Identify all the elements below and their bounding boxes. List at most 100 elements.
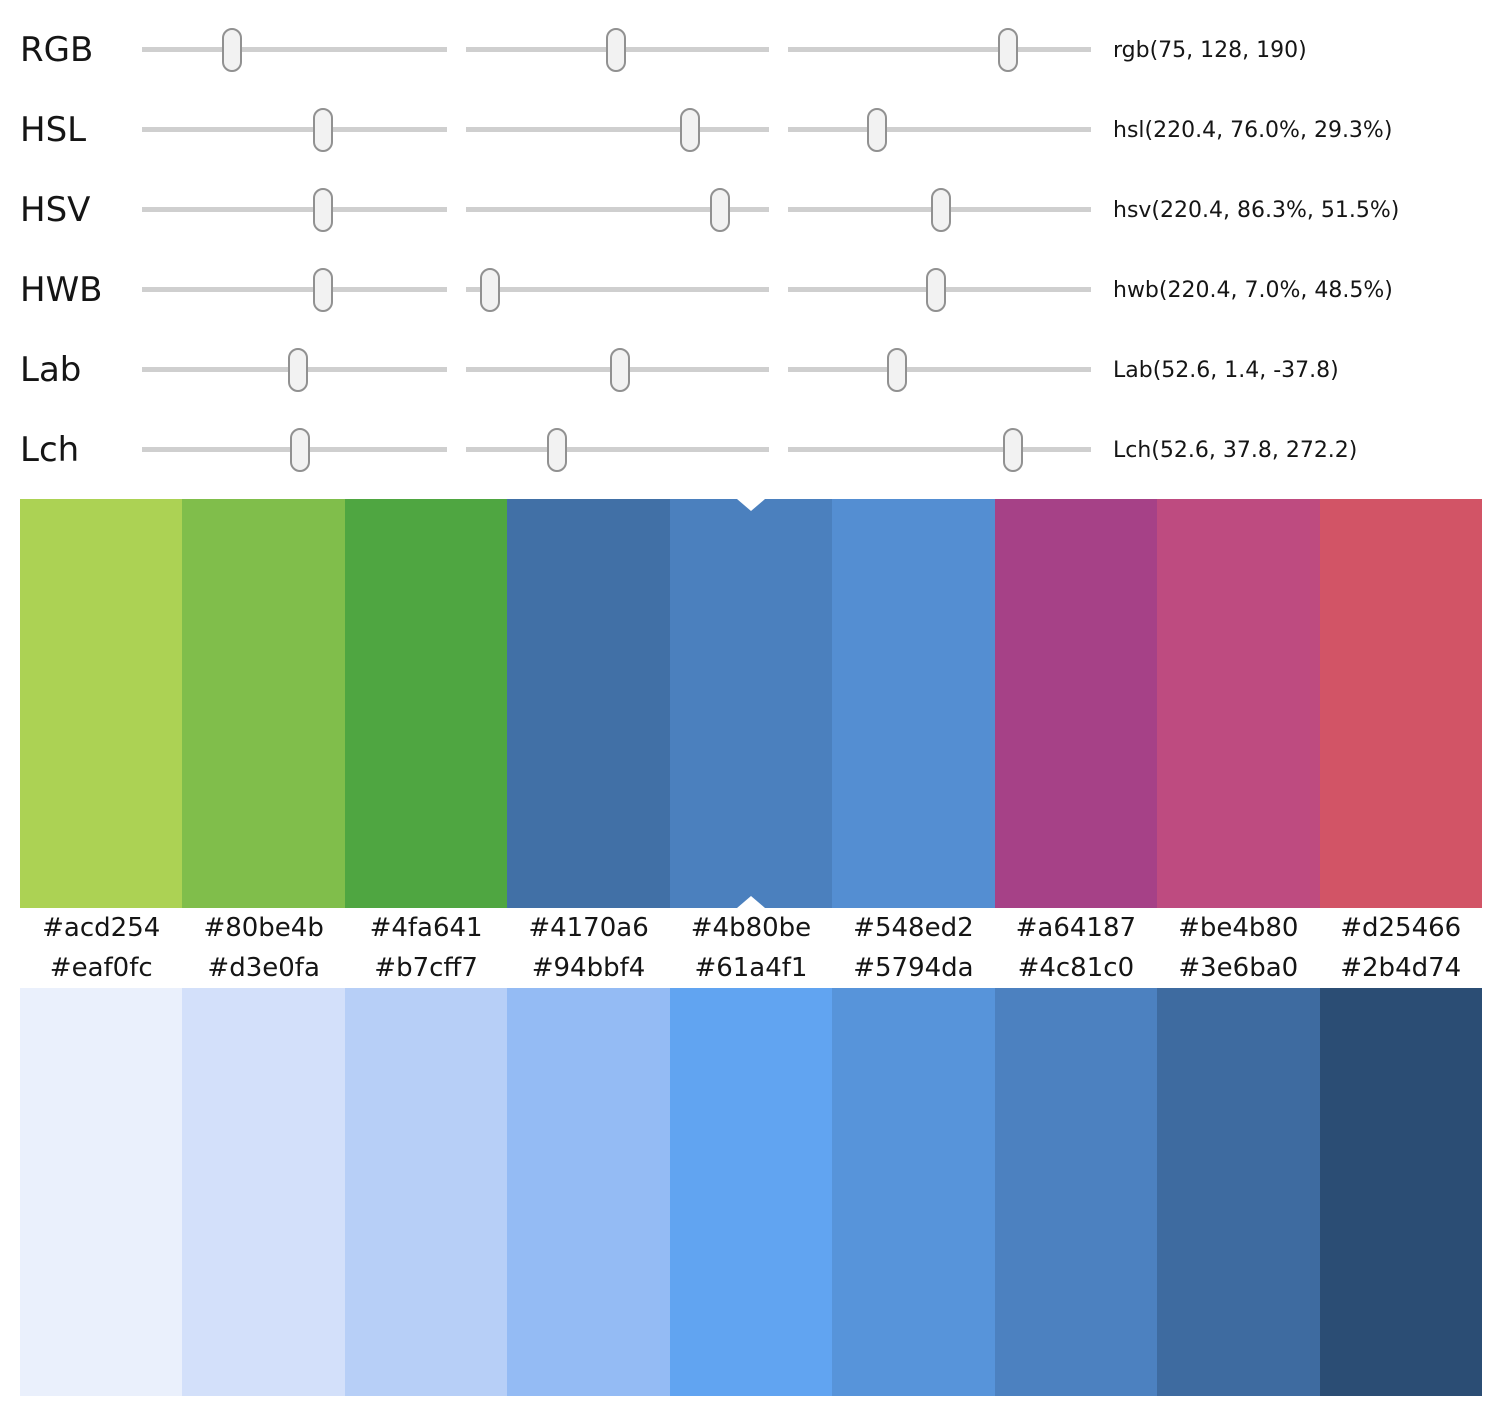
- swatch-d3e0fa[interactable]: [182, 988, 345, 1396]
- slider-track-hsv-3[interactable]: [788, 186, 1091, 234]
- slider-row-label: HSL: [20, 110, 87, 150]
- slider-track-lab-1[interactable]: [142, 346, 447, 394]
- slider-track-line: [788, 447, 1091, 452]
- slider-track-hsv-1[interactable]: [142, 186, 447, 234]
- slider-row-label: HWB: [20, 270, 103, 310]
- slider-track-lch-3[interactable]: [788, 426, 1091, 474]
- swatch-4fa641[interactable]: [344, 499, 508, 908]
- slider-track-rgb-1[interactable]: [142, 26, 447, 74]
- swatch-be4b80[interactable]: [1157, 499, 1320, 908]
- swatch-b7cff7[interactable]: [344, 988, 508, 1396]
- slider-track-line: [788, 47, 1091, 52]
- swatch-acd254[interactable]: [20, 499, 183, 908]
- slider-row-hsv: HSV hsv(220.4, 86.3%, 51.5%): [0, 170, 1501, 250]
- swatch-label-acd254: #acd254: [42, 913, 161, 943]
- slider-track-lch-1[interactable]: [142, 426, 447, 474]
- slider-track-line: [466, 127, 769, 132]
- swatch-548ed2[interactable]: [832, 499, 995, 908]
- slider-section: RGB rgb(75, 128, 190) HSL hsl(220.4, 76.0%,…: [0, 0, 1501, 490]
- slider-thumb-hsl-3[interactable]: [867, 108, 888, 152]
- swatch-80be4b[interactable]: [182, 499, 345, 908]
- slider-track-line: [142, 287, 447, 292]
- swatch-a64187[interactable]: [994, 499, 1158, 908]
- swatch-label-94bbf4: #94bbf4: [531, 953, 646, 983]
- slider-track-lab-3[interactable]: [788, 346, 1091, 394]
- slider-thumb-hsv-1[interactable]: [312, 188, 333, 232]
- swatch-label-a64187: #a64187: [1015, 913, 1137, 943]
- slider-track-line: [788, 367, 1091, 372]
- slider-track-line: [142, 47, 447, 52]
- slider-thumb-lch-1[interactable]: [289, 428, 310, 472]
- swatch-61a4f1[interactable]: [669, 988, 833, 1396]
- swatch-4c81c0[interactable]: [994, 988, 1158, 1396]
- slider-track-lch-2[interactable]: [466, 426, 769, 474]
- swatch-label-4fa641: #4fa641: [369, 913, 483, 943]
- swatch-label-61a4f1: #61a4f1: [694, 953, 808, 983]
- slider-track-rgb-2[interactable]: [466, 26, 769, 74]
- slider-thumb-rgb-3[interactable]: [997, 28, 1018, 72]
- swatch-label-eaf0fc: #eaf0fc: [49, 953, 153, 983]
- slider-track-hwb-2[interactable]: [466, 266, 769, 314]
- swatch-eaf0fc[interactable]: [20, 988, 183, 1396]
- slider-value-lch: Lch(52.6, 37.8, 272.2): [1113, 437, 1358, 463]
- swatch-d25466[interactable]: [1319, 499, 1482, 908]
- swatch-3e6ba0[interactable]: [1157, 988, 1320, 1396]
- swatch-label-b7cff7: #b7cff7: [374, 953, 478, 983]
- swatch-4b80be[interactable]: [669, 499, 833, 908]
- slider-row-label: RGB: [20, 30, 94, 70]
- slider-track-rgb-3[interactable]: [788, 26, 1091, 74]
- hue-palette: [20, 499, 1482, 908]
- slider-track-line: [466, 287, 769, 292]
- selection-notch-top: [736, 499, 765, 511]
- slider-track-hsv-2[interactable]: [466, 186, 769, 234]
- swatch-label-3e6ba0: #3e6ba0: [1178, 953, 1299, 983]
- hue-palette-labels: #acd254 #80be4b #4fa641 #4170a6 #4b80be #548e…: [20, 908, 1482, 948]
- swatch-label-4c81c0: #4c81c0: [1017, 953, 1135, 983]
- slider-track-hwb-3[interactable]: [788, 266, 1091, 314]
- slider-thumb-hwb-3[interactable]: [925, 268, 946, 312]
- slider-track-lab-2[interactable]: [466, 346, 769, 394]
- selection-notch-bottom: [736, 896, 765, 908]
- slider-thumb-hsv-3[interactable]: [931, 188, 951, 232]
- slider-thumb-hsl-1[interactable]: [312, 108, 333, 152]
- slider-track-hsl-2[interactable]: [466, 106, 769, 154]
- swatch-label-d3e0fa: #d3e0fa: [207, 953, 320, 983]
- swatch-2b4d74[interactable]: [1319, 988, 1482, 1396]
- slider-thumb-lab-1[interactable]: [287, 348, 308, 392]
- slider-track-line: [466, 207, 769, 212]
- swatch-label-80be4b: #80be4b: [203, 913, 324, 943]
- swatch-94bbf4[interactable]: [507, 988, 670, 1396]
- slider-thumb-lab-2[interactable]: [609, 348, 630, 392]
- slider-track-hsl-1[interactable]: [142, 106, 447, 154]
- swatch-label-be4b80: #be4b80: [1178, 913, 1299, 943]
- slider-thumb-lab-3[interactable]: [887, 348, 908, 392]
- slider-thumb-hwb-1[interactable]: [312, 268, 333, 312]
- swatch-4170a6[interactable]: [507, 499, 670, 908]
- slider-track-hwb-1[interactable]: [142, 266, 447, 314]
- slider-thumb-rgb-2[interactable]: [605, 28, 626, 72]
- slider-value-hwb: hwb(220.4, 7.0%, 48.5%): [1113, 277, 1393, 303]
- slider-value-lab: Lab(52.6, 1.4, -37.8): [1113, 357, 1339, 383]
- slider-row-label: HSV: [20, 190, 91, 230]
- slider-value-hsl: hsl(220.4, 76.0%, 29.3%): [1113, 117, 1393, 143]
- lightness-palette-labels: #eaf0fc #d3e0fa #b7cff7 #94bbf4 #61a4f1 #5794…: [20, 948, 1482, 988]
- slider-thumb-lch-3[interactable]: [1003, 428, 1024, 472]
- swatch-label-d25466: #d25466: [1340, 913, 1462, 943]
- slider-thumb-hwb-2[interactable]: [479, 268, 500, 312]
- slider-thumb-hsv-2[interactable]: [709, 188, 730, 232]
- slider-value-hsv: hsv(220.4, 86.3%, 51.5%): [1113, 197, 1400, 223]
- slider-track-line: [142, 207, 447, 212]
- slider-track-hsl-3[interactable]: [788, 106, 1091, 154]
- lightness-palette: [20, 988, 1482, 1396]
- swatch-label-548ed2: #548ed2: [853, 913, 974, 943]
- swatch-label-2b4d74: #2b4d74: [1340, 953, 1462, 983]
- slider-thumb-rgb-1[interactable]: [221, 28, 242, 72]
- slider-track-line: [466, 447, 769, 452]
- swatch-5794da[interactable]: [832, 988, 995, 1396]
- slider-row-rgb: RGB rgb(75, 128, 190): [0, 10, 1501, 90]
- slider-row-hwb: HWB hwb(220.4, 7.0%, 48.5%): [0, 250, 1501, 330]
- slider-thumb-hsl-2[interactable]: [679, 108, 700, 152]
- slider-thumb-lch-2[interactable]: [546, 428, 567, 472]
- slider-row-label: Lab: [20, 350, 82, 390]
